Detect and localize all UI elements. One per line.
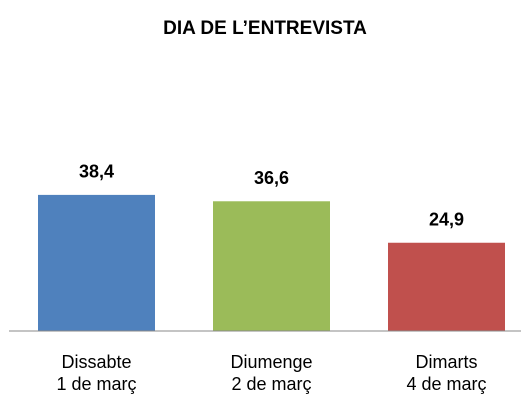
data-label: 38,4 bbox=[79, 162, 114, 182]
x-tick-label: Diumenge bbox=[230, 352, 312, 372]
x-tick-label: 4 de març bbox=[406, 374, 486, 394]
data-label: 24,9 bbox=[429, 209, 464, 229]
bar bbox=[213, 201, 330, 331]
x-tick-label: Dimarts bbox=[416, 352, 478, 372]
x-tick-label: 2 de març bbox=[231, 374, 311, 394]
chart-title: DIA DE L’ENTREVISTA bbox=[163, 18, 367, 39]
x-tick-label: Dissabte bbox=[61, 352, 131, 372]
x-tick-label: 1 de març bbox=[56, 374, 136, 394]
bar bbox=[38, 194, 155, 331]
bar bbox=[388, 242, 505, 331]
data-label: 36,6 bbox=[254, 168, 289, 188]
